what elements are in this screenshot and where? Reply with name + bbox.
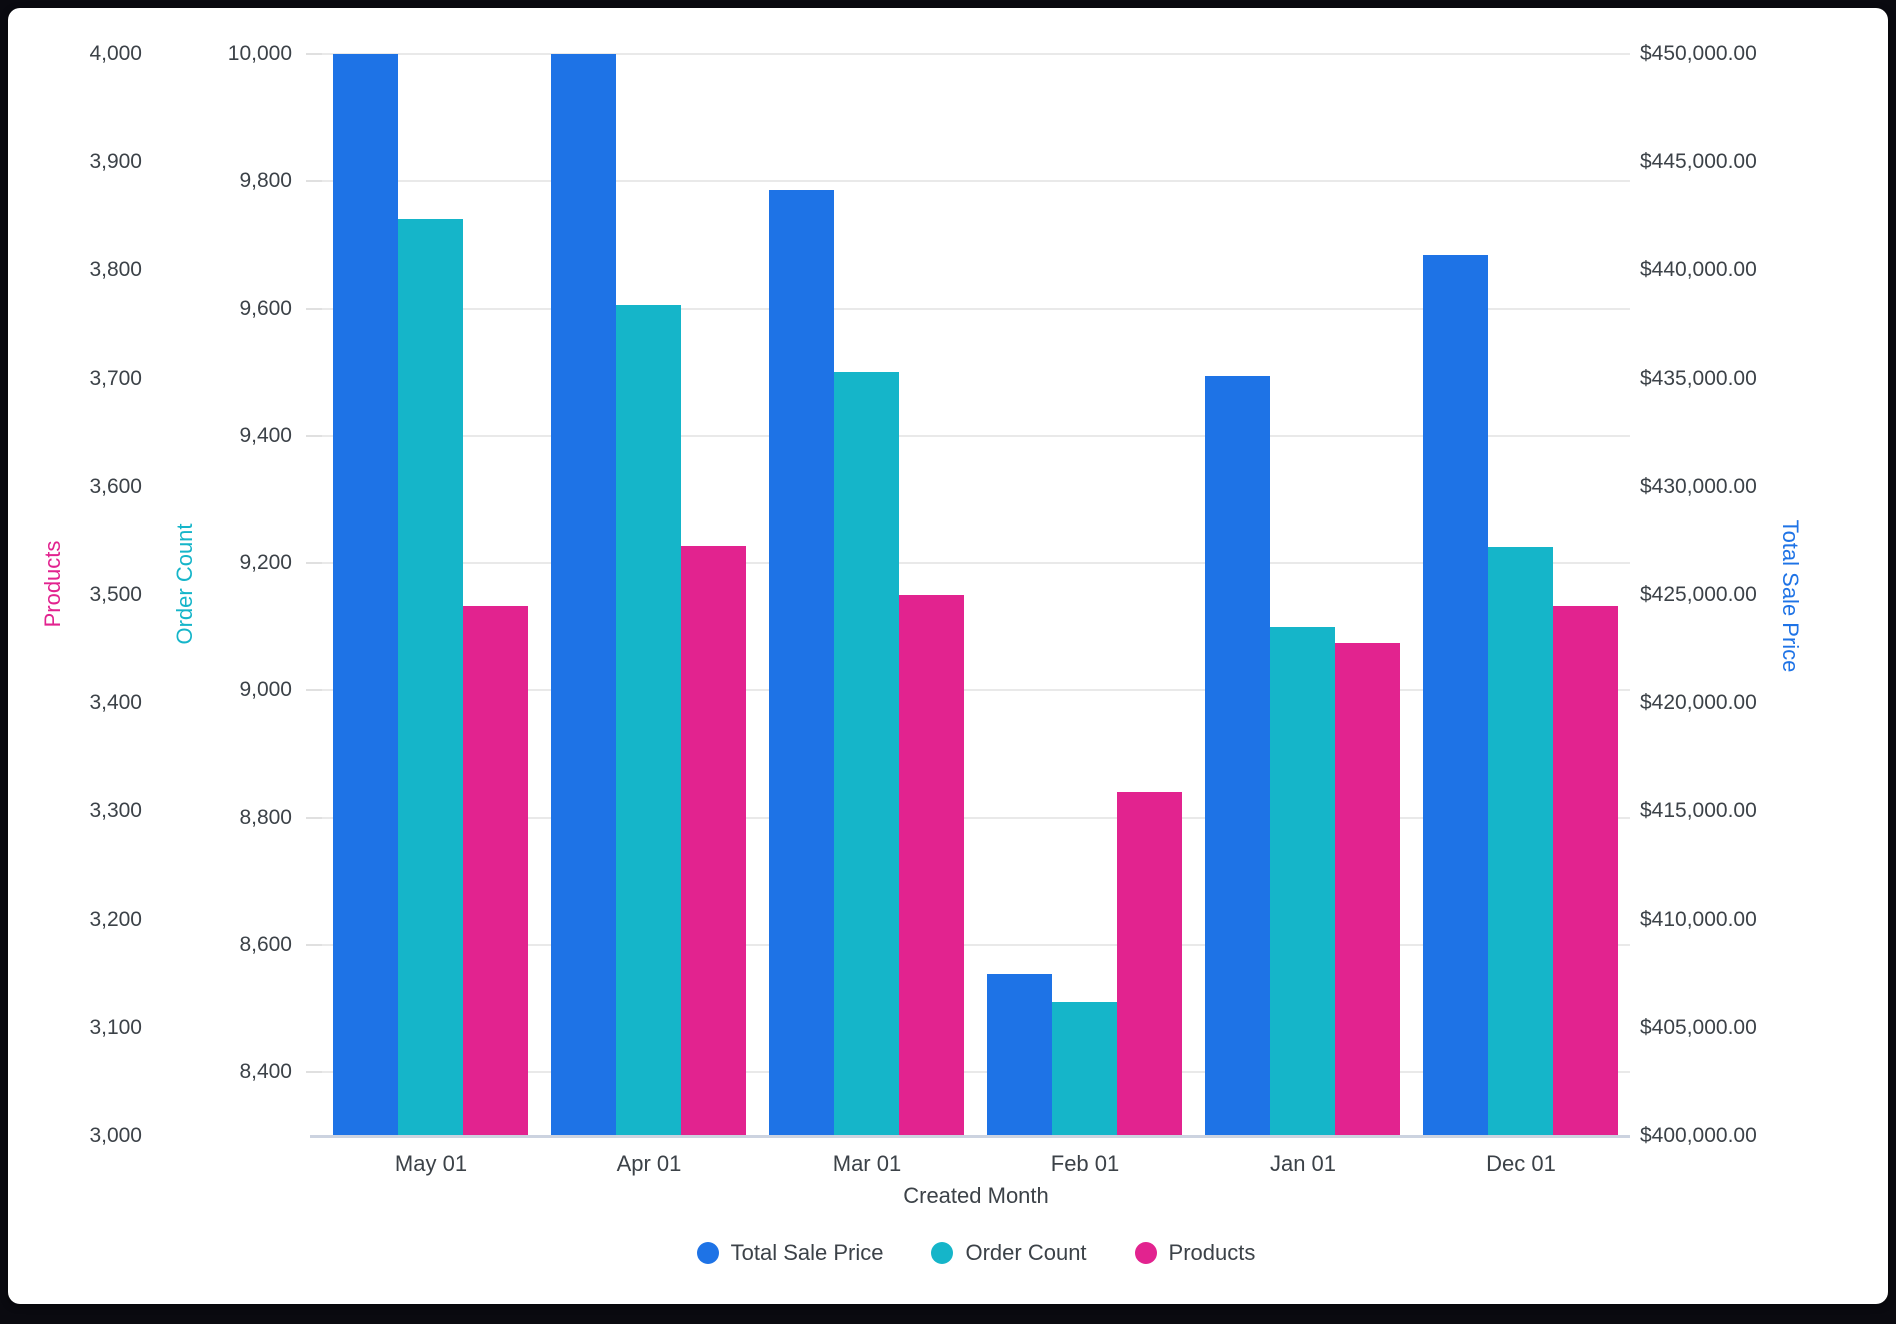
products-tick-label: 3,800: [89, 258, 142, 282]
gridline: [322, 53, 1630, 55]
x-tick-label: May 01: [394, 1151, 468, 1176]
bar-total-sale-price-mar-01[interactable]: [769, 190, 834, 1136]
order-count-tick-label: 8,400: [239, 1060, 292, 1084]
bar-total-sale-price-may-01[interactable]: [333, 54, 398, 1136]
gridline: [322, 689, 1630, 692]
order-count-tick-label: 8,800: [239, 805, 292, 829]
y-axis-title-order-count: Order Count: [172, 523, 197, 645]
axis-tick-mark: [306, 434, 322, 437]
legend-label: Order Count: [965, 1240, 1087, 1265]
gridline: [322, 1071, 1630, 1074]
sale-price-tick-label: $425,000.00: [1640, 583, 1757, 606]
sale-price-tick-label: $450,000.00: [1640, 42, 1757, 65]
axis-tick-mark: [306, 1071, 322, 1074]
bar-products-may-01[interactable]: [463, 605, 528, 1136]
bar-order-count-apr-01[interactable]: [616, 305, 681, 1136]
products-tick-label: 3,500: [89, 583, 142, 606]
sale-price-tick-label: $415,000.00: [1640, 799, 1757, 823]
order-count-tick-label: 9,600: [239, 296, 292, 320]
sale-price-tick-label: $405,000.00: [1640, 1015, 1757, 1039]
products-tick-label: 3,600: [89, 474, 142, 498]
products-tick-label: 3,200: [89, 907, 142, 931]
axis-tick-mark: [306, 562, 322, 565]
axis-tick-mark: [306, 816, 322, 819]
gridline: [322, 307, 1630, 310]
legend-dot-icon: [931, 1242, 954, 1264]
bar-products-mar-01[interactable]: [899, 595, 964, 1136]
legend-label: Total Sale Price: [730, 1240, 884, 1265]
legend-item-order-count[interactable]: Order Count: [931, 1240, 1087, 1266]
products-tick-label: 3,100: [89, 1015, 142, 1039]
bar-total-sale-price-jan-01[interactable]: [1205, 376, 1270, 1136]
legend: Total Sale Price Order Count Products: [322, 1240, 1630, 1266]
bar-products-dec-01[interactable]: [1553, 605, 1618, 1136]
products-tick-label: 3,900: [89, 150, 142, 174]
legend-item-total-sale-price[interactable]: Total Sale Price: [696, 1240, 884, 1266]
legend-dot-icon: [1134, 1242, 1157, 1264]
legend-dot-icon: [696, 1242, 719, 1264]
axis-tick-mark: [306, 944, 322, 947]
bar-total-sale-price-feb-01[interactable]: [987, 973, 1052, 1136]
gridline: [322, 434, 1630, 437]
x-tick-label: Feb 01: [1050, 1151, 1120, 1176]
x-tick-label: Mar 01: [832, 1151, 902, 1176]
order-count-tick-label: 9,200: [239, 551, 292, 575]
sale-price-tick-label: $430,000.00: [1640, 474, 1757, 498]
sale-price-tick-label: $440,000.00: [1640, 258, 1757, 282]
gridline: [322, 180, 1630, 183]
bar-products-jan-01[interactable]: [1335, 642, 1400, 1136]
x-tick-label: Dec 01: [1486, 1151, 1556, 1176]
axis-tick-mark: [306, 689, 322, 692]
bar-total-sale-price-apr-01[interactable]: [551, 54, 616, 1136]
x-axis-line: [310, 1135, 1630, 1138]
products-tick-label: 4,000: [89, 42, 142, 65]
products-tick-label: 3,700: [89, 366, 142, 390]
x-tick-label: Apr 01: [616, 1151, 682, 1176]
products-tick-label: 3,400: [89, 691, 142, 715]
bar-products-feb-01[interactable]: [1117, 791, 1182, 1136]
bar-products-apr-01[interactable]: [681, 546, 746, 1136]
sale-price-tick-label: $410,000.00: [1640, 907, 1757, 931]
order-count-tick-label: 10,000: [227, 42, 292, 65]
order-count-tick-label: 9,800: [239, 169, 292, 193]
sale-price-tick-label: $445,000.00: [1640, 150, 1757, 174]
order-count-tick-label: 8,600: [239, 933, 292, 957]
axis-tick-mark: [306, 53, 322, 55]
sale-price-tick-label: $400,000.00: [1640, 1124, 1757, 1147]
legend-label: Products: [1168, 1240, 1256, 1265]
gridline: [322, 562, 1630, 565]
x-axis-title: Created Month: [903, 1183, 1049, 1208]
gridline: [322, 944, 1630, 947]
bar-order-count-may-01[interactable]: [398, 219, 463, 1136]
bar-order-count-mar-01[interactable]: [834, 372, 899, 1136]
gridline: [322, 816, 1630, 819]
products-tick-label: 3,300: [89, 799, 142, 823]
products-tick-label: 3,000: [89, 1124, 142, 1147]
bar-order-count-dec-01[interactable]: [1488, 547, 1553, 1136]
bar-order-count-feb-01[interactable]: [1052, 1002, 1117, 1136]
sale-price-tick-label: $420,000.00: [1640, 691, 1757, 715]
bar-order-count-jan-01[interactable]: [1270, 626, 1335, 1136]
order-count-tick-label: 9,400: [239, 423, 292, 447]
sale-price-tick-label: $435,000.00: [1640, 366, 1757, 390]
legend-item-products[interactable]: Products: [1134, 1240, 1256, 1266]
order-count-tick-label: 9,000: [239, 678, 292, 702]
bar-total-sale-price-dec-01[interactable]: [1423, 255, 1488, 1136]
axis-tick-mark: [306, 180, 322, 183]
axis-tick-mark: [306, 307, 322, 310]
x-tick-label: Jan 01: [1269, 1151, 1337, 1176]
